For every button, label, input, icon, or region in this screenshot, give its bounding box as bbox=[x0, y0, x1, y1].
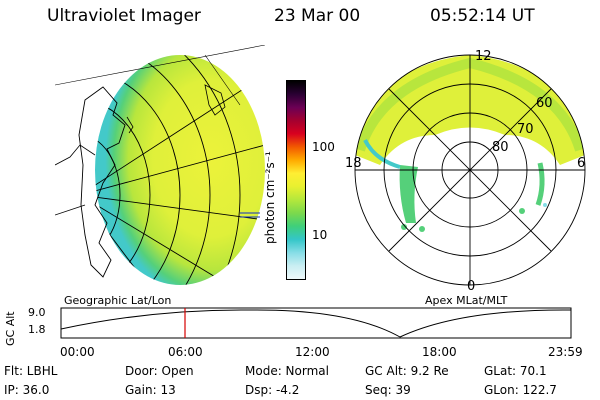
status-glon: GLon: 122.7 bbox=[484, 383, 557, 397]
status-mode: Mode: Normal bbox=[245, 364, 329, 378]
status-gain: Gain: 13 bbox=[125, 383, 176, 397]
mlt-label-18: 18 bbox=[345, 156, 362, 171]
xtick-0000: 00:00 bbox=[60, 345, 95, 359]
status-seq: Seq: 39 bbox=[365, 383, 411, 397]
mlt-label-12: 12 bbox=[475, 49, 492, 64]
ytick-9: 9.0 bbox=[28, 306, 46, 319]
polar-map: 12 18 6 0 60 70 80 bbox=[345, 49, 586, 294]
ytick-1-8: 1.8 bbox=[28, 323, 46, 336]
altitude-plot bbox=[60, 307, 572, 339]
status-gcalt: GC Alt: 9.2 Re bbox=[365, 364, 449, 378]
altitude-curve bbox=[60, 309, 572, 338]
status-ip: IP: 36.0 bbox=[4, 383, 50, 397]
xtick-1800: 18:00 bbox=[422, 345, 457, 359]
status-dsp: Dsp: -4.2 bbox=[245, 383, 300, 397]
status-glat: GLat: 70.1 bbox=[484, 364, 547, 378]
geographic-map bbox=[55, 45, 265, 285]
colorbar-tick-10: 10 bbox=[312, 228, 328, 242]
polar-panel-label: Apex MLat/MLT bbox=[425, 294, 508, 307]
aurora-image bbox=[95, 55, 265, 285]
altitude-ylabel: GC Alt bbox=[4, 311, 17, 346]
lat-label-60: 60 bbox=[536, 96, 553, 111]
mlt-label-0: 0 bbox=[467, 279, 475, 294]
colorbar-unit-label: photon cm⁻²s⁻¹ bbox=[263, 151, 277, 244]
coastline bbox=[78, 86, 126, 278]
status-door: Door: Open bbox=[125, 364, 194, 378]
xtick-0600: 06:00 bbox=[168, 345, 203, 359]
lat-label-80: 80 bbox=[492, 140, 509, 155]
date-label: 23 Mar 00 bbox=[274, 6, 361, 26]
time-label: 05:52:14 UT bbox=[430, 6, 535, 26]
lat-label-70: 70 bbox=[517, 122, 534, 137]
status-flt: Flt: LBHL bbox=[4, 364, 58, 378]
mlt-label-6: 6 bbox=[577, 156, 585, 171]
instrument-title: Ultraviolet Imager bbox=[47, 6, 201, 26]
xtick-2359: 23:59 bbox=[548, 345, 583, 359]
geo-panel-label: Geographic Lat/Lon bbox=[64, 294, 172, 307]
xtick-1200: 12:00 bbox=[295, 345, 330, 359]
colorbar-tick-100: 100 bbox=[312, 140, 335, 154]
colorbar bbox=[286, 80, 306, 280]
